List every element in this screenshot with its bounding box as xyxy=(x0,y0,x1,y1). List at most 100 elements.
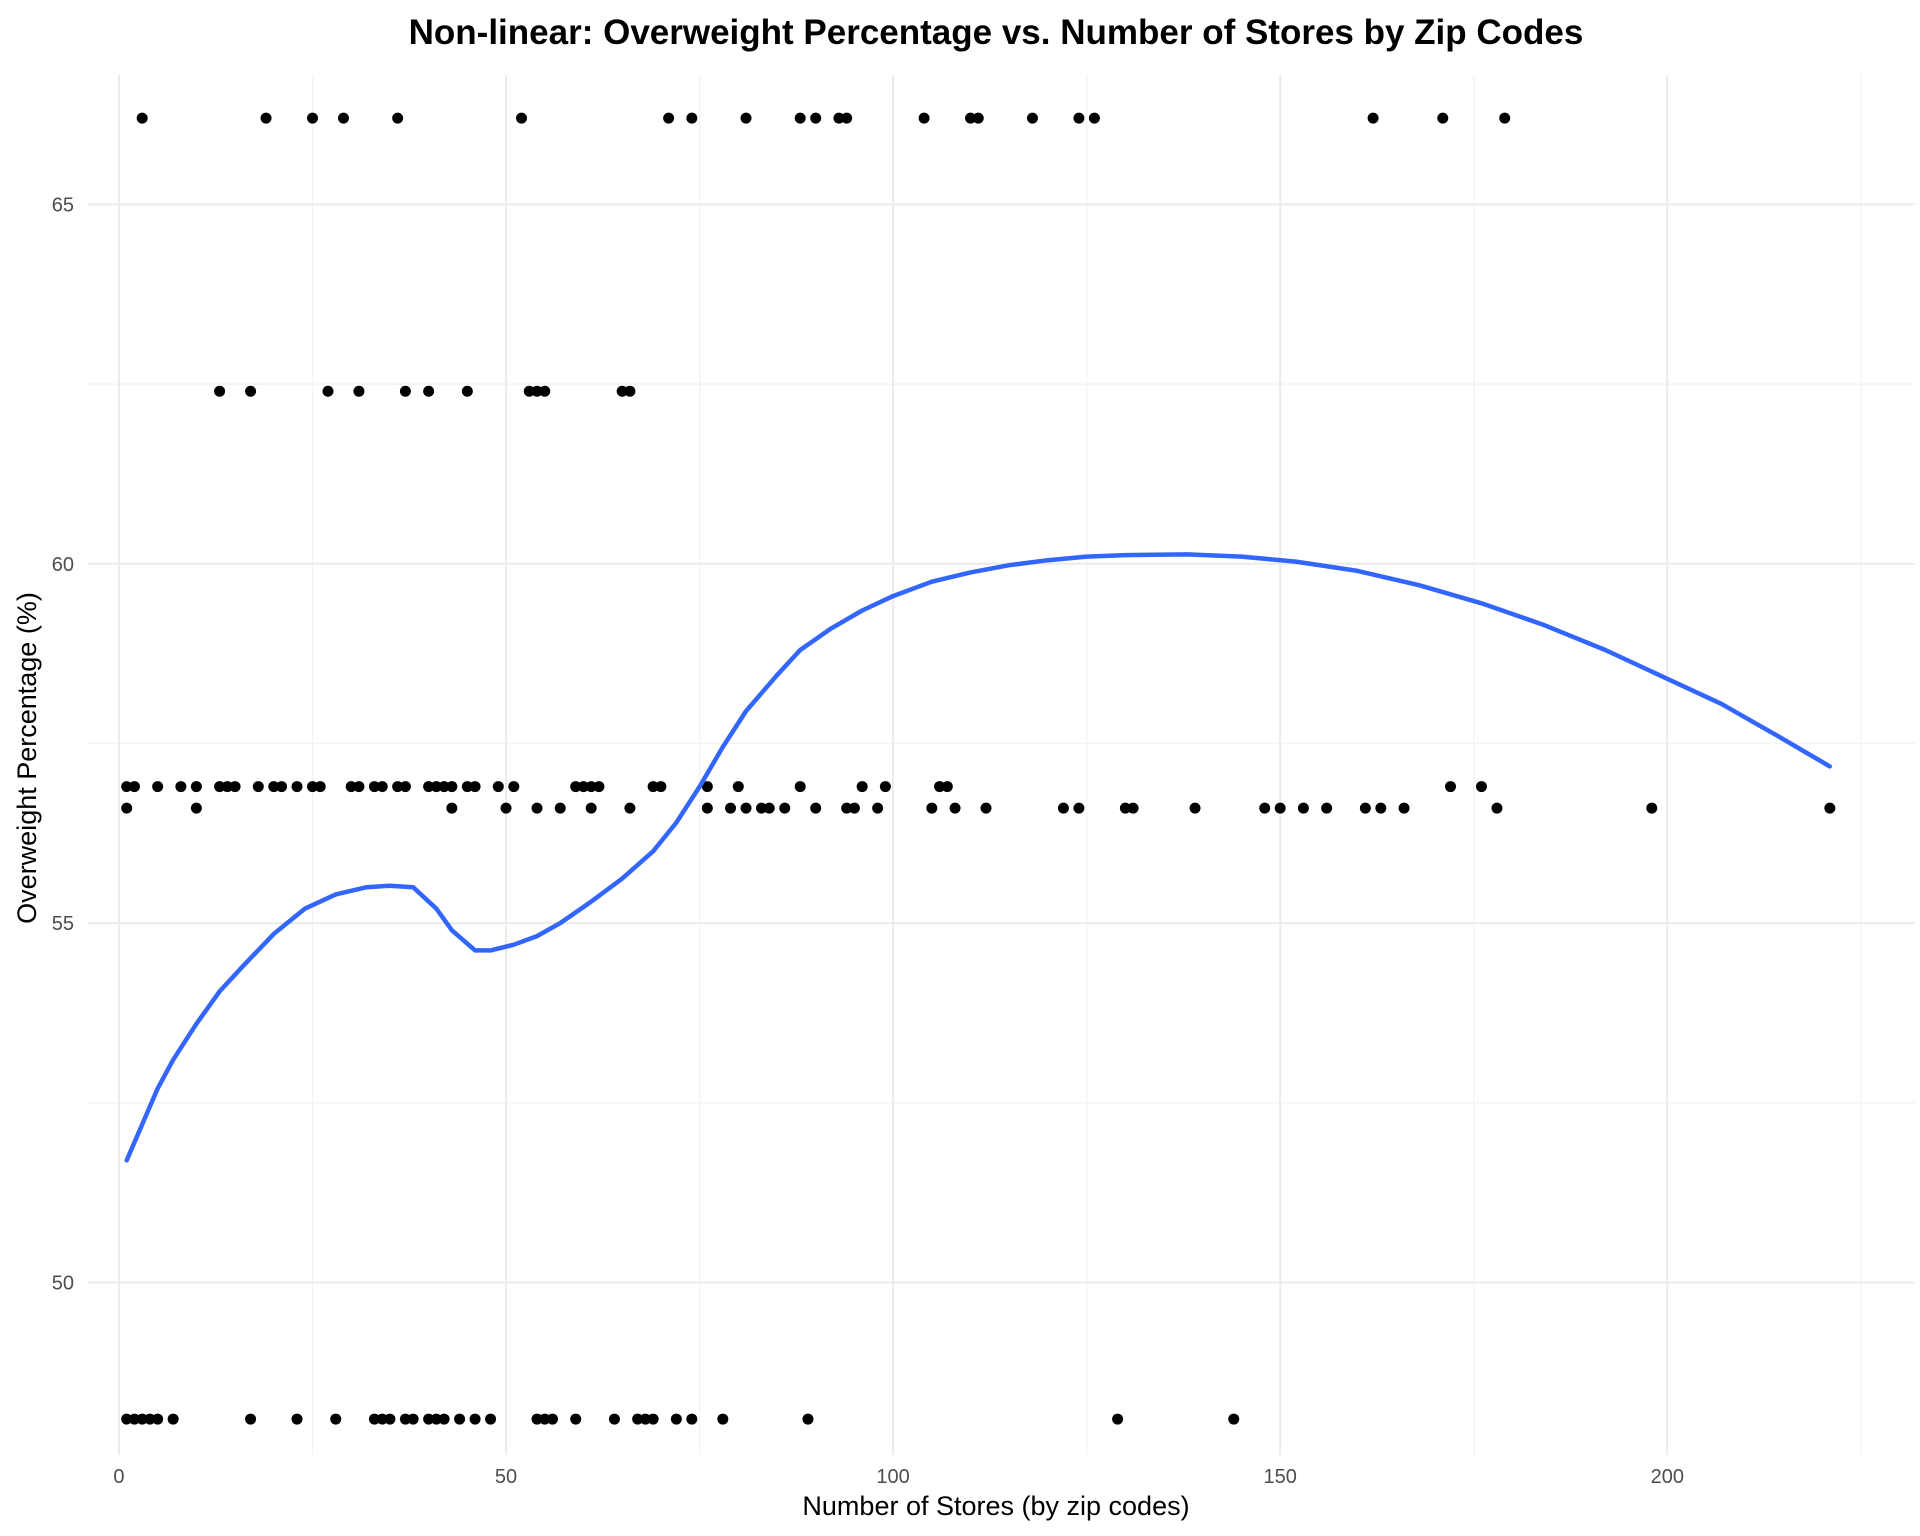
data-point xyxy=(1274,802,1286,814)
data-point xyxy=(446,802,458,814)
y-axis-title: Overweight Percentage (%) xyxy=(12,592,42,924)
data-point xyxy=(879,781,891,793)
data-point xyxy=(1073,802,1085,814)
data-point xyxy=(485,1413,497,1425)
data-point xyxy=(1119,802,1131,814)
data-point xyxy=(1445,781,1457,793)
data-point xyxy=(856,781,868,793)
data-point xyxy=(128,1413,140,1425)
data-point xyxy=(554,802,566,814)
data-point xyxy=(492,781,504,793)
data-point xyxy=(423,1413,435,1425)
data-point xyxy=(1026,112,1038,124)
data-point xyxy=(1073,112,1085,124)
data-point xyxy=(229,781,241,793)
chart-title: Non-linear: Overweight Percentage vs. Nu… xyxy=(409,13,1584,52)
data-point xyxy=(144,1413,156,1425)
data-point xyxy=(686,1413,698,1425)
data-point xyxy=(376,1413,388,1425)
data-point xyxy=(175,781,187,793)
data-point xyxy=(585,781,597,793)
data-point xyxy=(1228,1413,1240,1425)
data-point xyxy=(670,1413,682,1425)
data-point xyxy=(500,802,512,814)
data-point xyxy=(368,781,380,793)
data-point xyxy=(307,112,319,124)
data-point xyxy=(399,385,411,397)
data-point xyxy=(438,781,450,793)
data-point xyxy=(531,385,543,397)
data-point xyxy=(965,112,977,124)
data-point xyxy=(701,781,713,793)
data-point xyxy=(384,1413,396,1425)
data-point xyxy=(539,385,551,397)
data-point xyxy=(1398,802,1410,814)
data-point xyxy=(926,802,938,814)
data-point xyxy=(152,1413,164,1425)
y-axis-tick-labels: 50 55 60 65 xyxy=(52,194,74,1294)
data-point xyxy=(368,1413,380,1425)
data-point xyxy=(841,112,853,124)
data-point xyxy=(632,1413,644,1425)
data-point xyxy=(423,385,435,397)
data-point xyxy=(136,1413,148,1425)
data-point xyxy=(1088,112,1100,124)
data-point xyxy=(570,1413,582,1425)
data-point xyxy=(214,781,226,793)
data-point xyxy=(717,1413,729,1425)
data-point xyxy=(399,781,411,793)
data-point xyxy=(663,112,675,124)
data-point xyxy=(531,802,543,814)
data-point xyxy=(794,112,806,124)
data-point xyxy=(407,1413,419,1425)
data-point xyxy=(1375,802,1387,814)
x-tick-label: 150 xyxy=(1264,1466,1297,1488)
data-point xyxy=(516,112,528,124)
data-point xyxy=(469,1413,481,1425)
data-point xyxy=(647,1413,659,1425)
data-point xyxy=(593,781,605,793)
smooth-trend-line xyxy=(124,552,1833,1163)
data-point xyxy=(314,781,326,793)
data-point xyxy=(260,112,272,124)
data-point xyxy=(1359,802,1371,814)
y-tick-label: 60 xyxy=(52,554,74,576)
data-point xyxy=(740,112,752,124)
data-point xyxy=(291,781,303,793)
data-point xyxy=(725,802,737,814)
data-point xyxy=(934,781,946,793)
data-point xyxy=(655,781,667,793)
data-point xyxy=(1437,112,1449,124)
y-tick-label: 65 xyxy=(52,194,74,216)
grid-lines xyxy=(88,75,1915,1455)
data-point xyxy=(810,112,822,124)
data-point xyxy=(430,781,442,793)
data-point xyxy=(121,802,133,814)
data-point xyxy=(1475,781,1487,793)
data-point xyxy=(833,112,845,124)
data-point xyxy=(531,1413,543,1425)
data-point xyxy=(152,781,164,793)
data-point xyxy=(546,1413,558,1425)
data-point xyxy=(639,1413,651,1425)
data-point xyxy=(438,1413,450,1425)
data-point xyxy=(1189,802,1201,814)
data-point xyxy=(376,781,388,793)
data-point xyxy=(1367,112,1379,124)
data-point xyxy=(1499,112,1511,124)
data-point xyxy=(794,781,806,793)
data-point xyxy=(941,781,953,793)
data-point xyxy=(121,781,133,793)
data-point xyxy=(1112,1413,1124,1425)
smooth-line-path xyxy=(124,552,1833,1163)
data-point xyxy=(353,385,365,397)
data-point xyxy=(307,781,319,793)
data-point xyxy=(214,385,226,397)
data-point xyxy=(972,112,984,124)
data-point xyxy=(1259,802,1271,814)
data-point xyxy=(918,112,930,124)
data-point xyxy=(539,1413,551,1425)
data-point xyxy=(1321,802,1333,814)
data-point xyxy=(701,802,713,814)
